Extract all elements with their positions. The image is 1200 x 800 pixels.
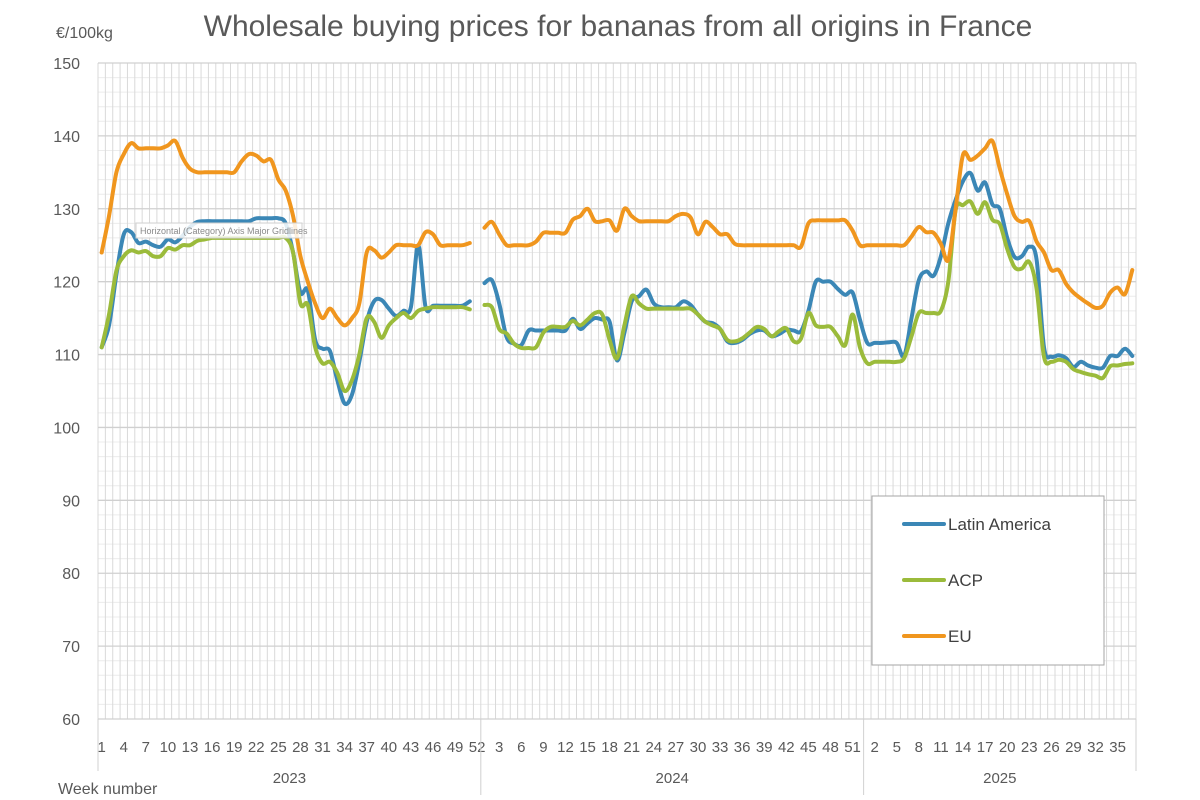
tooltip-text: Horizontal (Category) Axis Major Gridlin… (140, 226, 308, 236)
y-axis-label: €/100kg (56, 25, 113, 42)
gridline-tooltip: Horizontal (Category) Axis Major Gridlin… (135, 222, 308, 239)
x-tick-label: 39 (756, 739, 773, 756)
x-tick-label: 27 (668, 739, 685, 756)
x-tick-label: 33 (712, 739, 729, 756)
y-tick-label: 130 (53, 202, 80, 219)
x-tick-label: 18 (601, 739, 618, 756)
x-tick-label: 45 (800, 739, 817, 756)
year-label: 2025 (983, 770, 1016, 787)
x-tick-label: 17 (977, 739, 994, 756)
legend-label: EU (948, 627, 972, 646)
y-tick-label: 90 (62, 493, 80, 510)
x-tick-label: 3 (495, 739, 503, 756)
x-tick-label: 34 (336, 739, 353, 756)
x-tick-label: 21 (623, 739, 640, 756)
x-tick-label: 9 (539, 739, 547, 756)
x-tick-label: 23 (1021, 739, 1038, 756)
x-tick-label: 42 (778, 739, 795, 756)
x-tick-label: 28 (292, 739, 309, 756)
gridlines (97, 62, 1137, 720)
x-tick-label: 36 (734, 739, 751, 756)
x-tick-label: 4 (120, 739, 128, 756)
y-tick-label: 80 (62, 566, 80, 583)
x-axis-label: Week number (58, 781, 158, 798)
legend-label: Latin America (948, 515, 1052, 534)
x-tick-label: 48 (822, 739, 839, 756)
x-tick-label: 51 (844, 739, 861, 756)
y-tick-label: 120 (53, 275, 80, 292)
x-tick-label: 1 (98, 739, 106, 756)
x-tick-label: 20 (999, 739, 1016, 756)
x-tick-label: 13 (182, 739, 199, 756)
legend: Latin America ACP EU (871, 495, 1105, 666)
x-tick-label: 14 (955, 739, 972, 756)
x-tick-label: 10 (160, 739, 177, 756)
x-tick-label: 7 (142, 739, 150, 756)
x-tick-label: 46 (425, 739, 442, 756)
x-tick-label: 37 (358, 739, 375, 756)
year-label: 2024 (656, 770, 689, 787)
x-tick-label: 30 (690, 739, 707, 756)
legend-label: ACP (948, 571, 983, 590)
y-tick-label: 140 (53, 129, 80, 146)
y-tick-label: 150 (53, 56, 80, 73)
y-tick-label: 60 (62, 712, 80, 729)
x-tick-label: 5 (893, 739, 901, 756)
x-tick-label: 19 (226, 739, 243, 756)
chart-title: Wholesale buying prices for bananas from… (204, 10, 1033, 43)
x-tick-label: 52 (469, 739, 486, 756)
x-tick-label: 40 (380, 739, 397, 756)
x-tick-label: 29 (1065, 739, 1082, 756)
x-tick-label: 25 (270, 739, 287, 756)
x-tick-label: 31 (314, 739, 331, 756)
x-tick-label: 43 (403, 739, 420, 756)
x-tick-label: 12 (557, 739, 574, 756)
x-tick-label: 26 (1043, 739, 1060, 756)
x-tick-label: 6 (517, 739, 525, 756)
x-tick-label: 24 (645, 739, 662, 756)
y-tick-label: 100 (53, 420, 80, 437)
y-axis-ticks: 60 70 80 90 100 110 120 130 140 150 (53, 56, 80, 729)
x-tick-label: 15 (579, 739, 596, 756)
x-tick-label: 2 (870, 739, 878, 756)
x-tick-label: 16 (204, 739, 221, 756)
x-tick-label: 49 (447, 739, 464, 756)
x-tick-label: 8 (915, 739, 923, 756)
x-tick-label: 11 (933, 739, 949, 756)
x-tick-label: 35 (1109, 739, 1126, 756)
x-tick-label: 22 (248, 739, 265, 756)
x-tick-label: 32 (1087, 739, 1104, 756)
y-tick-label: 110 (54, 348, 80, 365)
y-tick-label: 70 (62, 639, 80, 656)
series-line-eu (99, 138, 1135, 328)
year-label: 2023 (273, 770, 306, 787)
